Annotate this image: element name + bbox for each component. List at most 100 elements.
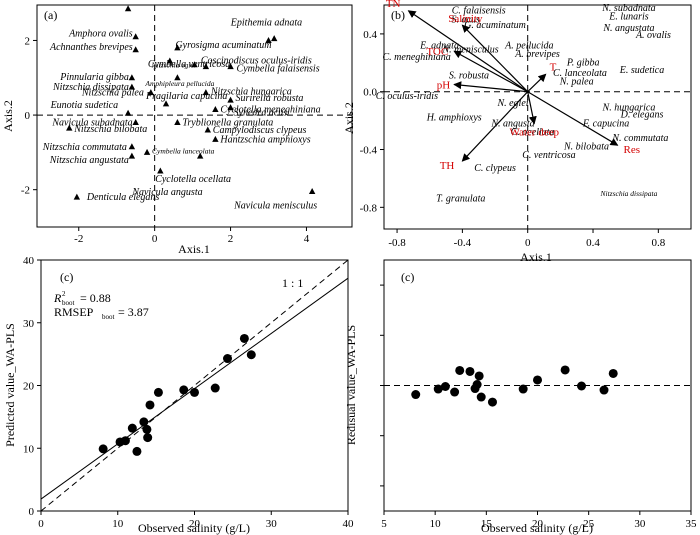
panel-b-ylabel: Axis.2 (342, 102, 356, 134)
residual-point (577, 381, 587, 391)
panel-c2-label: (c) (401, 270, 414, 284)
panel-c2-xtick-label: 30 (634, 518, 646, 530)
panel-c2-xtick-label: 10 (430, 518, 442, 530)
species-label: Achnanthes brevipes (49, 42, 133, 53)
species-label: N. bilobata (563, 142, 609, 153)
species-label: Synedra acus (234, 108, 288, 119)
species-marker (128, 74, 136, 81)
species-label: Nitzschia palea (81, 88, 144, 99)
species-label: Pinnularia gibba (59, 72, 129, 83)
env-vector-arrow (461, 24, 529, 93)
residual-point (455, 365, 465, 375)
env-vector-arrow (527, 73, 547, 93)
species-label: C. falaisensis (452, 6, 506, 17)
panel-a-ytick-label: 2 (25, 35, 31, 47)
data-point (120, 436, 130, 446)
panel-c-residual: (c) Observed salinity (g/L) Redisual val… (344, 259, 697, 535)
panel-c2-xtick-label: 20 (532, 518, 544, 530)
env-vector-label: T (550, 61, 557, 73)
residual-point (599, 385, 609, 395)
species-marker (124, 5, 132, 12)
species-label: H. amphioxys (426, 113, 482, 124)
species-label: Cymbella ventricosa (148, 59, 230, 70)
species-marker (73, 193, 81, 200)
species-label: Gyrosigma acuminatum (175, 40, 271, 51)
panel-b-ytick-label: -0.4 (360, 145, 378, 157)
one-to-one-line (40, 259, 349, 512)
r2-value: = 0.88 (80, 291, 111, 305)
panel-a-frame (36, 4, 353, 228)
species-marker (157, 167, 164, 174)
panel-c1-xtick-label: 30 (266, 518, 278, 530)
species-label: Nitzschia bilobata (73, 124, 147, 135)
data-point (153, 387, 163, 397)
species-label: N. palea (559, 76, 594, 87)
data-point (190, 387, 199, 397)
data-point (143, 433, 153, 443)
species-label: Epithemia adnata (230, 17, 302, 28)
species-label: C. ventricosa (522, 150, 575, 161)
data-point (239, 333, 249, 343)
species-marker (128, 83, 136, 90)
panel-a-ytick-label: 0 (25, 110, 31, 122)
species-label: N. eglei (496, 98, 528, 109)
species-label: A. brevipes (514, 49, 560, 60)
panel-c1-ylabel: Predicted value_WA-PLS (3, 323, 17, 447)
species-label: A. ovalis (635, 30, 671, 41)
species-label: N. commutata (611, 133, 668, 144)
species-label: F. capucina (582, 118, 629, 129)
panel-a-xtick-label: -2 (74, 233, 83, 245)
panel-b-ordination: (b) Axis.1 Axis.2 -0.8 -0.4 0 0.4 0.8 -0.8 -0.… (342, 0, 692, 264)
species-label: Surirella robusta (236, 93, 304, 104)
species-label: C. meneghiniana (382, 52, 450, 63)
residual-point (465, 366, 475, 376)
env-vector-label: Salinity (448, 13, 483, 25)
residual-point (533, 375, 542, 385)
species-marker (162, 100, 170, 107)
species-marker (132, 33, 139, 40)
panel-c1-label: (c) (60, 270, 73, 284)
species-label: C. lanceolata (553, 68, 607, 79)
panel-a-xtick-label: 2 (228, 233, 234, 245)
species-marker (202, 89, 210, 96)
species-label: Nitzschia dissipata (52, 82, 129, 93)
panel-a-ylabel: Axis.2 (1, 100, 15, 132)
species-marker (265, 36, 272, 43)
data-point (246, 350, 256, 360)
residual-point (487, 397, 497, 407)
species-marker (128, 152, 136, 159)
panel-b-xtick-label: 0 (525, 237, 531, 249)
env-vector-arrow (453, 81, 528, 93)
panel-c2-xtick-label: 25 (583, 518, 595, 530)
data-point (210, 383, 220, 393)
residual-point (518, 384, 528, 394)
panel-c2-ylabel: Redisual value_WA-PLS (344, 325, 358, 445)
panel-c1-ytick-label: 10 (23, 443, 35, 455)
data-point (179, 385, 189, 395)
panel-c1-ytick-label: 30 (23, 318, 35, 330)
panel-b-label: (b) (391, 8, 405, 22)
species-marker (227, 96, 234, 103)
residual-point (476, 392, 486, 402)
env-vector-label: Res (624, 144, 641, 156)
species-label: C. ocellata (511, 127, 555, 138)
rmsep-main: RMSEP (54, 305, 94, 319)
data-point (127, 423, 137, 433)
species-label: N. subadnata (601, 3, 655, 14)
residual-point (474, 371, 484, 381)
rmsep-value: = 3.87 (118, 305, 149, 319)
residual-point (560, 365, 570, 375)
panel-a-xlabel: Axis.1 (178, 242, 210, 256)
species-marker (212, 135, 219, 142)
env-vector-arrow (407, 10, 529, 93)
species-marker (174, 74, 181, 81)
species-marker (66, 124, 73, 131)
species-marker (204, 126, 211, 133)
panel-b-xtick-label: -0.4 (454, 237, 472, 249)
panel-c2-xtick-label: 15 (481, 518, 493, 530)
residual-point (433, 384, 443, 394)
env-vector-label: Water deep (509, 127, 559, 139)
panel-c1-xtick-label: 40 (343, 518, 355, 530)
env-vector-label: pH (437, 79, 451, 91)
